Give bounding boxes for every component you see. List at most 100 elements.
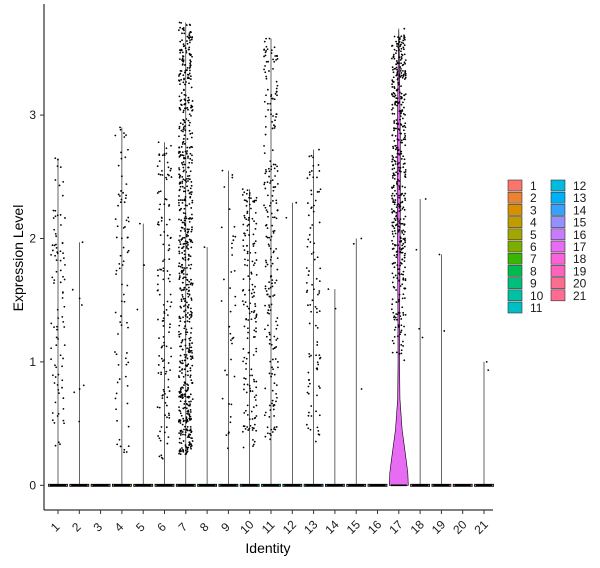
- points-9: [220, 169, 237, 450]
- data-point: [313, 288, 315, 291]
- data-point: [269, 102, 272, 105]
- violin-19: [431, 253, 452, 487]
- data-point: [396, 335, 399, 338]
- data-point: [183, 32, 186, 35]
- violin-7: [175, 21, 196, 487]
- data-point: [312, 251, 315, 254]
- data-point: [117, 204, 119, 207]
- data-point: [269, 182, 271, 184]
- data-point: [404, 70, 407, 73]
- data-point: [190, 332, 192, 334]
- data-point: [223, 186, 226, 188]
- data-point: [393, 217, 396, 220]
- data-point: [179, 410, 182, 413]
- data-point: [186, 320, 189, 323]
- data-point: [393, 318, 396, 321]
- data-point: [178, 95, 181, 98]
- legend-swatch: [550, 277, 566, 289]
- legend-swatch: [507, 179, 523, 192]
- data-point: [401, 64, 404, 67]
- data-point: [403, 171, 406, 174]
- data-point: [182, 433, 184, 436]
- data-point: [162, 267, 165, 270]
- data-point: [276, 337, 279, 340]
- data-point: [272, 231, 275, 234]
- data-point: [179, 354, 182, 357]
- data-point: [268, 170, 271, 173]
- data-point: [276, 317, 279, 319]
- data-point: [185, 107, 187, 110]
- legend-swatch: [507, 191, 523, 204]
- data-point: [184, 433, 187, 436]
- data-point: [118, 438, 121, 441]
- data-point: [126, 384, 129, 387]
- data-point: [319, 188, 322, 191]
- data-point: [393, 87, 396, 90]
- data-point: [189, 350, 192, 352]
- data-point: [157, 372, 160, 374]
- data-point: [246, 212, 249, 214]
- data-point: [185, 313, 187, 316]
- data-point: [404, 279, 407, 282]
- data-point: [276, 94, 278, 97]
- data-point: [166, 270, 169, 272]
- data-point: [185, 234, 188, 236]
- data-point: [392, 68, 394, 71]
- data-point: [191, 55, 193, 58]
- data-point: [166, 416, 168, 419]
- data-point: [117, 363, 120, 366]
- data-point: [187, 286, 190, 289]
- data-point: [308, 355, 311, 358]
- data-point: [399, 115, 402, 117]
- data-point: [249, 387, 251, 390]
- data-point: [255, 196, 258, 199]
- data-point: [264, 125, 267, 128]
- data-point: [316, 426, 319, 429]
- data-point: [178, 406, 180, 409]
- data-point: [184, 259, 187, 261]
- data-point: [234, 295, 237, 298]
- legend-label: 9: [530, 277, 537, 291]
- data-point: [402, 311, 405, 314]
- data-point: [402, 340, 404, 343]
- data-point: [310, 310, 313, 313]
- data-point: [191, 228, 193, 231]
- data-point: [182, 375, 185, 378]
- data-point: [316, 256, 319, 259]
- data-point: [180, 306, 182, 309]
- data-point: [185, 416, 188, 419]
- data-point: [55, 336, 58, 339]
- data-point: [395, 63, 398, 66]
- data-point: [232, 239, 235, 242]
- data-point: [400, 222, 403, 225]
- data-point: [63, 422, 65, 425]
- data-point: [308, 155, 311, 158]
- data-point: [54, 401, 57, 404]
- data-point: [163, 390, 166, 393]
- data-point: [157, 274, 159, 277]
- data-point: [164, 372, 167, 375]
- data-point: [401, 125, 404, 128]
- data-point: [398, 210, 401, 213]
- data-point: [398, 49, 401, 51]
- data-point: [53, 422, 56, 424]
- data-point: [50, 322, 53, 325]
- data-point: [271, 373, 274, 375]
- data-point: [265, 261, 268, 264]
- data-point: [402, 218, 405, 220]
- data-point: [186, 278, 188, 281]
- data-point: [396, 104, 398, 107]
- data-point: [392, 107, 394, 109]
- data-point: [179, 390, 182, 393]
- data-point: [266, 181, 269, 184]
- data-point: [190, 114, 192, 117]
- data-point: [253, 440, 256, 443]
- data-point: [122, 226, 125, 229]
- data-point: [403, 325, 405, 328]
- legend-label: 12: [573, 179, 587, 193]
- data-point: [189, 196, 192, 199]
- data-point: [317, 430, 320, 432]
- data-point: [178, 79, 180, 82]
- data-point: [268, 416, 271, 418]
- data-point: [308, 171, 311, 174]
